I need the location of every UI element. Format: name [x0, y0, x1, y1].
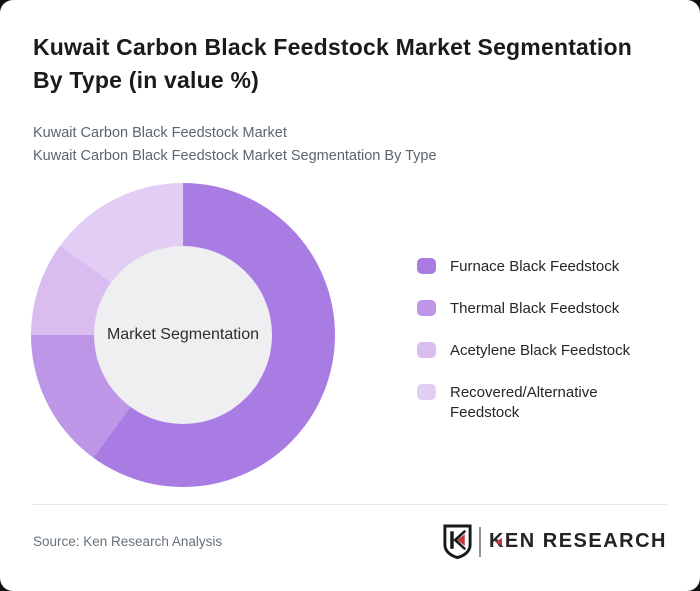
donut-chart: Market Segmentation: [31, 183, 335, 487]
chart-legend: Furnace Black Feedstock Thermal Black Fe…: [417, 257, 637, 423]
chart-area: Market Segmentation Furnace Black Feedst…: [0, 183, 700, 487]
legend-item: Thermal Black Feedstock: [417, 299, 637, 319]
legend-label: Furnace Black Feedstock: [450, 258, 620, 275]
legend-swatch: [417, 384, 436, 400]
legend-item: Furnace Black Feedstock: [417, 257, 637, 277]
legend-swatch: [417, 300, 436, 316]
legend-swatch: [417, 342, 436, 358]
legend-item: Acetylene Black Feedstock: [417, 341, 637, 361]
legend-swatch: [417, 258, 436, 274]
source-note: Source: Ken Research Analysis: [33, 534, 223, 549]
subtitle-line-2: Kuwait Carbon Black Feedstock Market Seg…: [33, 148, 437, 164]
ken-research-logo: K EN RESEARCH: [442, 524, 667, 559]
subtitle-line-1: Kuwait Carbon Black Feedstock Market: [33, 125, 287, 141]
footer: Source: Ken Research Analysis K EN RESEA…: [33, 504, 667, 559]
donut-center: Market Segmentation: [94, 246, 272, 424]
shield-k-icon: [443, 524, 472, 559]
page-title-line-1: Kuwait Carbon Black Feedstock Market Seg…: [33, 34, 632, 60]
legend-label: Thermal Black Feedstock: [450, 300, 620, 317]
legend-label: Acetylene Black Feedstock: [450, 342, 631, 359]
page-title: Kuwait Carbon Black Feedstock Market Seg…: [33, 31, 667, 97]
legend-item: Recovered/Alternative Feedstock: [417, 383, 637, 423]
logo-k-red-triangle-icon: [494, 537, 502, 546]
donut-center-label: Market Segmentation: [106, 326, 260, 343]
logo-rest-letters: EN RESEARCH: [504, 530, 667, 552]
legend-label: Recovered/Alternative Feedstock: [450, 384, 598, 421]
header: Kuwait Carbon Black Feedstock Market Seg…: [0, 0, 700, 168]
logo-divider: [478, 526, 481, 557]
logo-wordmark: K EN RESEARCH: [489, 530, 667, 553]
page-title-line-2: By Type (in value %): [33, 67, 259, 93]
